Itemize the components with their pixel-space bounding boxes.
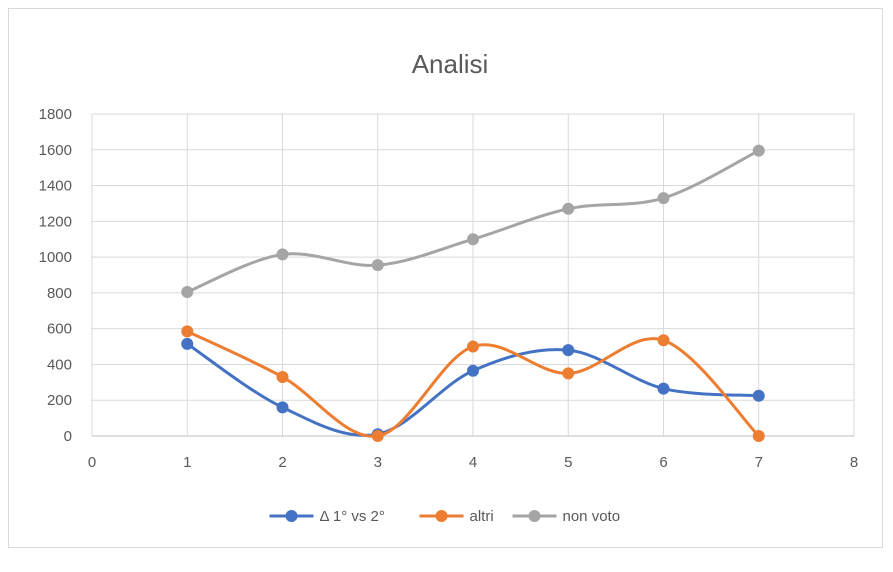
data-point [752,144,765,157]
legend-swatch-marker [435,510,448,522]
data-point [181,337,194,350]
y-tick-label: 600 [47,321,72,338]
data-point [467,364,479,377]
data-point [467,233,479,246]
data-point [752,430,765,442]
y-tick-label: 1800 [39,106,72,123]
line-chart: Analisi 02004006008001000120014001600180… [39,49,859,525]
y-tick-label: 0 [64,428,72,445]
series-lines [181,144,765,442]
x-tick-label: 2 [278,454,286,471]
data-point [657,382,670,395]
x-tick-label: 1 [183,454,191,471]
data-point [276,370,289,383]
data-point [657,334,670,347]
x-tick-label: 5 [564,454,572,471]
y-tick-label: 1000 [39,249,72,266]
legend: Δ 1° vs 2° altri non voto [269,508,621,525]
legend-swatch-marker [528,510,541,522]
x-tick-label: 6 [659,454,667,471]
legend-label: non voto [563,508,621,525]
x-tick-label: 3 [374,454,382,471]
data-point [276,401,289,414]
x-tick-label: 4 [469,454,477,471]
legend-swatch-marker [285,510,298,522]
grid [91,113,855,437]
x-tick-label: 0 [88,454,96,471]
data-point [562,202,575,215]
y-tick-label: 800 [47,285,72,302]
x-tick-label: 7 [755,454,763,471]
data-point [181,285,194,298]
chart-frame: Analisi 0 200 400 600 800 1000 1200 1400 1600 180… [8,8,883,548]
y-tick-label: 200 [47,392,72,409]
data-point [181,325,194,338]
y-tick-label: 1600 [39,142,72,159]
legend-label: altri [470,508,494,525]
y-axis-ticks: 0 200 400 600 800 1000 1200 1400 1600 1800 [39,106,72,445]
data-point [562,344,575,357]
data-point [657,192,670,205]
x-axis-ticks: 0 1 2 3 4 5 6 7 8 [88,454,858,471]
data-point [467,340,479,353]
x-tick-label: 8 [850,454,858,471]
y-tick-label: 1200 [39,213,72,230]
data-point [276,248,289,261]
data-point [371,259,384,272]
data-point [371,430,384,442]
chart-title: Analisi [412,49,489,79]
y-tick-label: 400 [47,356,72,373]
data-point [752,389,765,402]
y-tick-label: 1400 [39,178,72,195]
data-point [562,367,575,380]
legend-label: Δ 1° vs 2° [320,508,385,525]
